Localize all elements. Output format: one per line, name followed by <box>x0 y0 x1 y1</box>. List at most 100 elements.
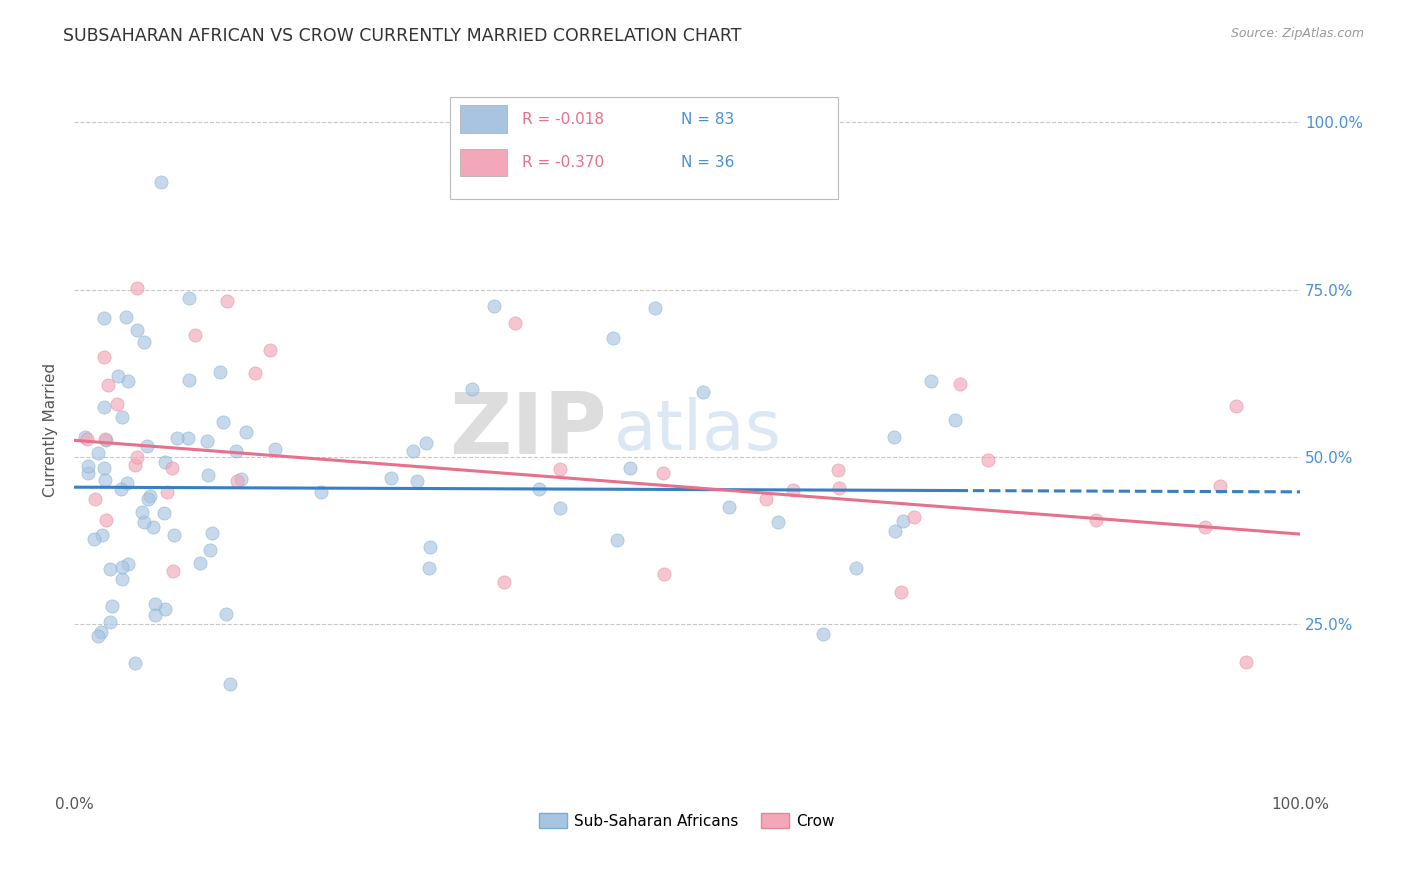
Point <box>188 556 211 570</box>
Point <box>162 460 184 475</box>
Point <box>198 543 221 558</box>
Point <box>891 514 914 528</box>
Point <box>93 400 115 414</box>
Point <box>215 607 238 621</box>
Point <box>153 506 176 520</box>
Point <box>77 458 100 473</box>
Point <box>94 473 117 487</box>
Point <box>115 310 138 325</box>
Point <box>94 513 117 527</box>
Legend: Sub-Saharan Africans, Crow: Sub-Saharan Africans, Crow <box>533 807 841 835</box>
Point <box>1234 655 1257 669</box>
Point <box>93 310 115 325</box>
Point <box>91 527 114 541</box>
Point <box>890 584 912 599</box>
Point <box>76 433 98 447</box>
Point <box>827 463 849 477</box>
Point <box>550 462 572 476</box>
Point <box>94 432 117 446</box>
Point <box>380 471 402 485</box>
Point <box>110 482 132 496</box>
Point <box>93 351 115 365</box>
Point <box>176 431 198 445</box>
Point <box>259 343 281 358</box>
Point <box>309 484 332 499</box>
Point <box>606 533 628 548</box>
Point <box>105 397 128 411</box>
Point <box>215 294 238 309</box>
Point <box>1194 519 1216 533</box>
Point <box>117 374 139 388</box>
Point <box>179 291 201 305</box>
Point <box>717 500 740 514</box>
Point <box>243 366 266 380</box>
Point <box>83 532 105 546</box>
Point <box>209 365 232 379</box>
Point <box>652 566 675 581</box>
Point <box>111 560 134 574</box>
Text: SUBSAHARAN AFRICAN VS CROW CURRENTLY MARRIED CORRELATION CHART: SUBSAHARAN AFRICAN VS CROW CURRENTLY MAR… <box>63 27 742 45</box>
FancyBboxPatch shape <box>450 97 838 199</box>
Point <box>755 491 778 506</box>
Point <box>111 573 134 587</box>
Point <box>602 331 624 345</box>
Point <box>460 382 482 396</box>
Point <box>219 677 242 691</box>
Point <box>90 625 112 640</box>
Point <box>150 175 173 189</box>
Point <box>503 316 526 330</box>
Text: ZIP: ZIP <box>450 389 607 472</box>
Point <box>87 629 110 643</box>
Text: R = -0.370: R = -0.370 <box>522 155 603 170</box>
Point <box>136 492 159 507</box>
Point <box>828 481 851 495</box>
Point <box>101 599 124 614</box>
Point <box>98 615 121 630</box>
Text: Source: ZipAtlas.com: Source: ZipAtlas.com <box>1230 27 1364 40</box>
Point <box>124 458 146 473</box>
Point <box>131 505 153 519</box>
Point <box>153 601 176 615</box>
Point <box>1084 513 1107 527</box>
Point <box>153 455 176 469</box>
Point <box>156 484 179 499</box>
Point <box>263 442 285 457</box>
Point <box>226 474 249 488</box>
Point <box>84 492 107 507</box>
Point <box>127 323 149 337</box>
Point <box>127 281 149 295</box>
Point <box>652 466 675 480</box>
Point <box>139 489 162 503</box>
Point <box>97 377 120 392</box>
Point <box>976 453 998 467</box>
Point <box>143 607 166 622</box>
Point <box>619 461 641 475</box>
Point <box>225 444 247 458</box>
Point <box>949 376 972 391</box>
Point <box>162 564 184 578</box>
Point <box>75 430 97 444</box>
Point <box>943 412 966 426</box>
Point <box>76 467 98 481</box>
Point <box>692 384 714 399</box>
Point <box>183 328 205 343</box>
Point <box>903 509 925 524</box>
Point <box>177 373 200 387</box>
Point <box>494 574 516 589</box>
Point <box>132 334 155 349</box>
Point <box>845 560 868 574</box>
Point <box>115 475 138 490</box>
Point <box>195 434 218 449</box>
Text: N = 36: N = 36 <box>681 155 734 170</box>
Point <box>87 446 110 460</box>
Point <box>163 528 186 542</box>
Point <box>98 562 121 576</box>
Point <box>211 415 233 429</box>
FancyBboxPatch shape <box>460 105 506 133</box>
Point <box>142 520 165 534</box>
Point <box>111 410 134 425</box>
Point <box>201 525 224 540</box>
Point <box>145 597 167 611</box>
Point <box>125 450 148 464</box>
Text: atlas: atlas <box>613 397 782 464</box>
